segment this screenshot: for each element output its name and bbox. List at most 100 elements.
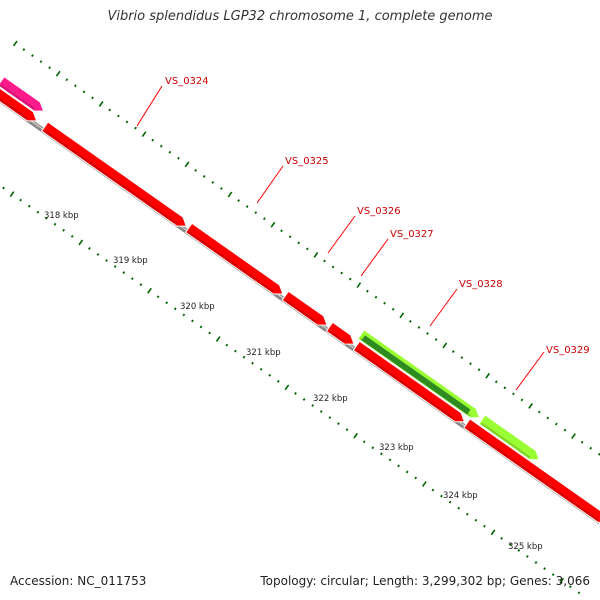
gene-arrow-vs0330 [463, 418, 600, 523]
kbp-track-tick [208, 331, 211, 335]
gene-arrow-vs0323 [0, 87, 38, 122]
kbp-label-layer: 318 kbp 319 kbp 320 kbp 321 kbp 322 kbp … [44, 211, 543, 552]
outer-track-tick [220, 187, 223, 190]
kbp-track-tick [234, 349, 237, 353]
kbp-track-tick [319, 410, 323, 413]
kbp-track-tick [474, 518, 478, 522]
outer-track-tick [554, 422, 558, 426]
kbp-label-324: 324 kbp [443, 491, 478, 501]
kbp-track-tick [113, 265, 117, 268]
outer-track-tick [82, 90, 86, 94]
gene-label-vs0324: VS_0324 [165, 76, 209, 87]
gene-arrow-vs0328-inner-band [361, 335, 471, 415]
gene-label-vs0326: VS_0326 [357, 206, 401, 217]
map-title: Vibrio splendidus LGP32 chromosome 1, co… [107, 9, 493, 24]
outer-track-tick [177, 156, 180, 160]
outer-track-tick [323, 259, 326, 263]
kbp-track-tick [242, 355, 246, 359]
gene-arrow-vs0326-shade [284, 298, 319, 324]
kbp-track-tick [27, 204, 31, 208]
kbp-track-tick [276, 379, 280, 383]
kbp-label-321: 321 kbp [246, 348, 281, 358]
kbp-track-tick [62, 228, 65, 232]
gene-arrow-vs0324-shade [43, 129, 178, 225]
kbp-label-325: 325 kbp [508, 542, 543, 552]
outer-track-tick [262, 217, 266, 221]
kbp-track-tick [147, 287, 152, 294]
kbp-tick-track [2, 186, 581, 595]
kbp-track-tick [130, 277, 134, 281]
kbp-track-tick [78, 239, 84, 246]
gene-arrow-pink-shade [0, 84, 35, 110]
gene-arrow-vs0329b-shade [355, 349, 456, 421]
outer-track-tick [348, 277, 352, 281]
outer-track-tick [31, 54, 34, 58]
outer-track-tick [356, 282, 362, 289]
outer-track-tick [477, 368, 481, 372]
kbp-label-319: 319 kbp [113, 256, 148, 266]
outer-track-tick [202, 174, 206, 178]
outer-track-tick [451, 350, 455, 353]
kbp-track-tick [70, 234, 74, 238]
kbp-label-318: 318 kbp [44, 211, 79, 221]
outer-track-tick [39, 60, 43, 64]
kbp-track-tick [259, 367, 263, 371]
kbp-track-tick [483, 524, 486, 528]
kbp-track-tick [53, 222, 57, 226]
gene-label-vs0329: VS_0329 [546, 345, 590, 356]
kbp-track-tick [294, 391, 297, 395]
kbp-track-tick [199, 325, 203, 329]
outer-track-tick [391, 307, 395, 311]
outer-track-tick [297, 241, 301, 245]
outer-track-tick [399, 312, 405, 319]
kbp-track-tick [156, 295, 160, 299]
outer-track-tick [366, 289, 369, 293]
outer-track-tick [408, 319, 412, 323]
outer-track-tick [520, 398, 524, 402]
outer-track-tick [141, 131, 147, 138]
kbp-track-tick [105, 259, 108, 262]
outer-track-tick [374, 295, 378, 299]
gene-arrow-vs0324 [40, 121, 188, 227]
kbp-track-tick [139, 283, 143, 287]
outer-track-tick [383, 301, 386, 305]
gene-arrow-vs0326 [281, 290, 328, 326]
kbp-label-323: 323 kbp [379, 443, 414, 453]
outer-track-tick [245, 205, 249, 209]
kbp-track-tick [345, 428, 349, 432]
kbp-track-tick [388, 458, 392, 462]
kbp-track-tick [362, 440, 366, 444]
outer-track-tick [254, 211, 258, 215]
outer-track-tick [211, 181, 215, 184]
outer-track-tick [227, 191, 233, 198]
outer-track-tick [546, 416, 550, 420]
kbp-track-tick [9, 191, 15, 197]
outer-track-tick [460, 356, 464, 360]
outer-track-tick [108, 108, 112, 112]
gene-track [0, 75, 600, 523]
outer-tick-track [12, 40, 600, 456]
outer-track-tick [331, 265, 335, 269]
gene-label-line-vs0328 [429, 288, 458, 327]
outer-track-tick [528, 403, 533, 409]
kbp-track-tick [173, 307, 177, 311]
kbp-track-tick [353, 432, 358, 439]
kbp-track-tick [328, 416, 332, 419]
kbp-track-tick [534, 561, 538, 564]
gene-arrow-vs0330-shade [465, 426, 599, 521]
outer-track-tick [151, 138, 155, 142]
gene-arrow-vs0327-shade [328, 330, 346, 343]
outer-track-tick [417, 325, 421, 329]
kbp-track-tick [543, 567, 546, 571]
kbp-track-tick [284, 384, 290, 391]
outer-track-tick [116, 114, 120, 118]
kbp-track-tick [448, 500, 452, 504]
outer-track-tick [494, 380, 498, 384]
outer-track-tick [563, 428, 567, 432]
kbp-track-tick [19, 198, 23, 202]
outer-track-tick [65, 78, 69, 82]
outer-track-tick [503, 386, 507, 390]
kbp-label-322: 322 kbp [313, 394, 348, 404]
